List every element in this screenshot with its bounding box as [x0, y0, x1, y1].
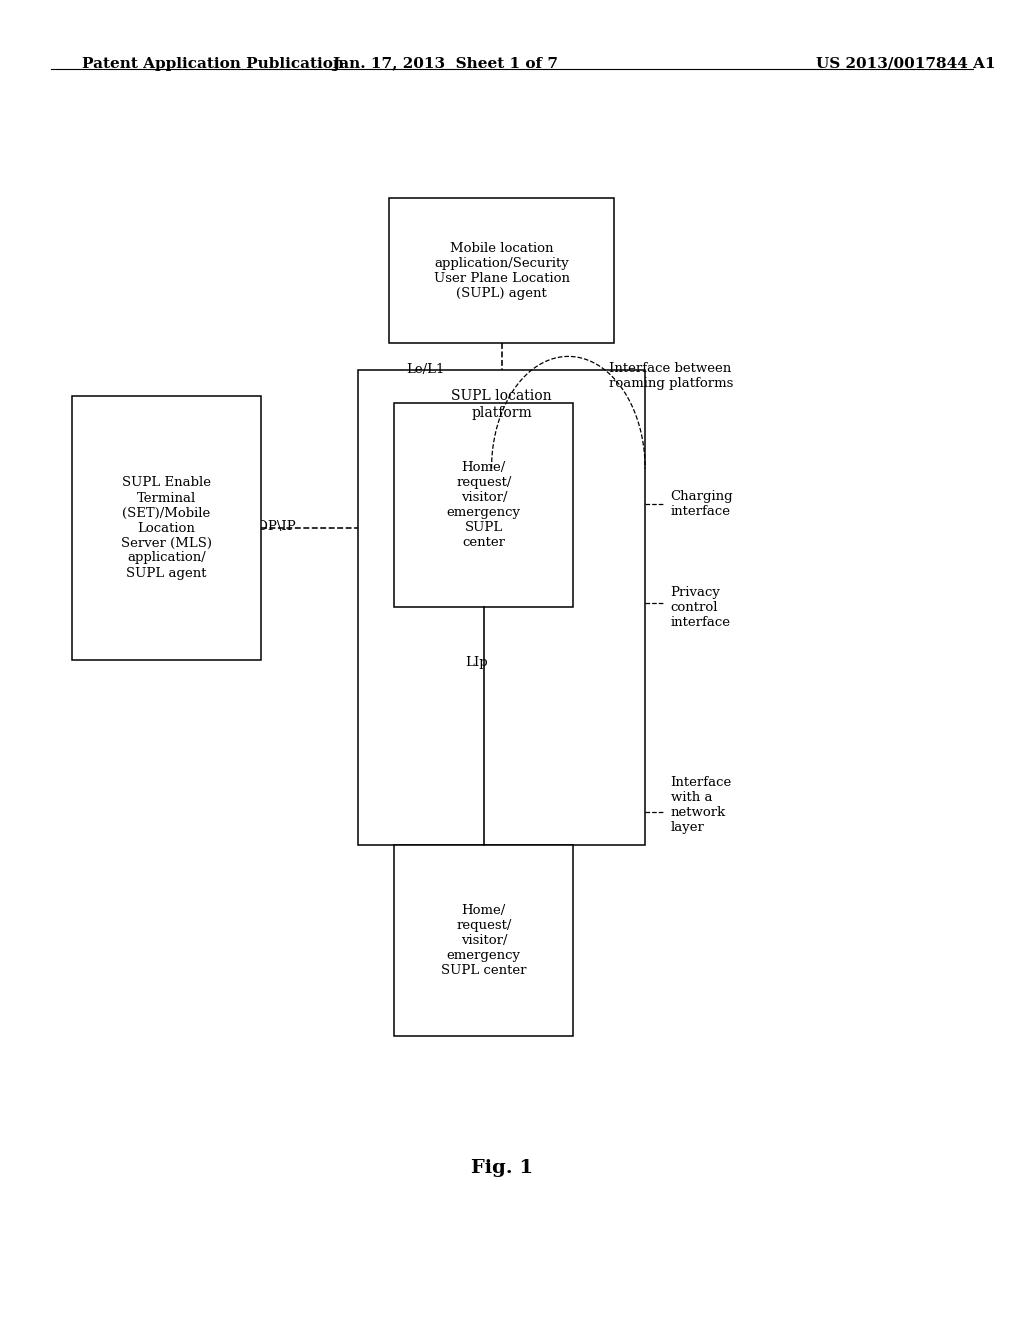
FancyBboxPatch shape	[358, 370, 645, 845]
Text: Charging
interface: Charging interface	[671, 490, 733, 519]
Text: Fig. 1: Fig. 1	[471, 1159, 532, 1177]
Text: UDP\IP: UDP\IP	[247, 520, 296, 533]
FancyBboxPatch shape	[72, 396, 261, 660]
FancyBboxPatch shape	[394, 845, 573, 1036]
Text: Interface
with a
network
layer: Interface with a network layer	[671, 776, 732, 834]
Text: Le/L1: Le/L1	[406, 363, 444, 376]
Text: Interface between
roaming platforms: Interface between roaming platforms	[609, 362, 733, 391]
Text: Patent Application Publication: Patent Application Publication	[82, 57, 344, 71]
Text: Home/
request/
visitor/
emergency
SUPL center: Home/ request/ visitor/ emergency SUPL c…	[441, 904, 526, 977]
Text: US 2013/0017844 A1: US 2013/0017844 A1	[816, 57, 996, 71]
Text: Jan. 17, 2013  Sheet 1 of 7: Jan. 17, 2013 Sheet 1 of 7	[333, 57, 558, 71]
Text: Privacy
control
interface: Privacy control interface	[671, 586, 731, 628]
FancyBboxPatch shape	[389, 198, 614, 343]
Text: SUPL Enable
Terminal
(SET)/Mobile
Location
Server (MLS)
application/
SUPL agent: SUPL Enable Terminal (SET)/Mobile Locati…	[121, 477, 212, 579]
Text: Mobile location
application/Security
User Plane Location
(SUPL) agent: Mobile location application/Security Use…	[434, 242, 569, 300]
Text: SUPL location
platform: SUPL location platform	[452, 389, 552, 420]
Text: Home/
request/
visitor/
emergency
SUPL
center: Home/ request/ visitor/ emergency SUPL c…	[446, 461, 521, 549]
FancyBboxPatch shape	[394, 403, 573, 607]
Text: LIp: LIp	[465, 656, 487, 669]
